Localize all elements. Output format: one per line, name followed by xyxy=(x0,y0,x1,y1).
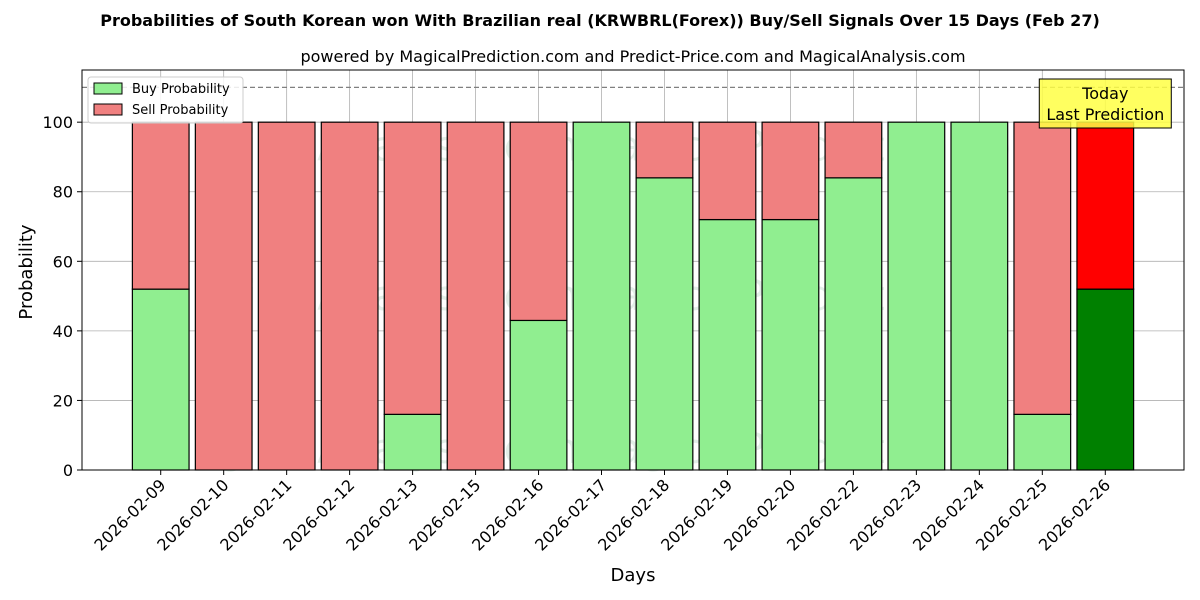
x-axis-label: Days xyxy=(611,565,656,586)
sell-bar xyxy=(1076,121,1135,290)
sell-bar xyxy=(824,121,883,179)
y-tick-label: 20 xyxy=(53,391,73,410)
y-tick-label: 40 xyxy=(53,322,73,341)
buy-bar xyxy=(698,218,757,471)
annotation-line-2: Last Prediction xyxy=(1046,105,1164,124)
sell-bar xyxy=(509,121,568,322)
buy-bar xyxy=(131,288,190,471)
buy-bar xyxy=(383,413,442,471)
chart-subtitle: powered by MagicalPrediction.com and Pre… xyxy=(300,47,965,66)
buy-bar xyxy=(824,177,883,471)
buy-bar xyxy=(950,121,1009,471)
buy-bar xyxy=(761,218,820,471)
sell-bar xyxy=(446,121,505,471)
sell-bar xyxy=(635,121,694,179)
sell-bar xyxy=(1013,121,1072,415)
legend-label: Buy Probability xyxy=(132,82,230,97)
plot-frame xyxy=(81,69,1185,471)
today-annotation: Today Last Prediction xyxy=(1038,78,1172,129)
y-tick-label: 60 xyxy=(53,252,73,271)
buy-bar xyxy=(887,121,946,471)
annotation-box xyxy=(1038,78,1172,129)
legend-label: Sell Probability xyxy=(132,103,229,118)
y-axis-label: Probability xyxy=(16,224,37,319)
annotation-line-1: Today xyxy=(1081,84,1128,103)
buy-bar xyxy=(509,319,568,471)
sell-bar xyxy=(761,121,820,221)
buy-bar xyxy=(572,121,631,471)
y-tick-label: 100 xyxy=(42,113,73,132)
legend-swatch xyxy=(93,103,123,116)
sell-bar xyxy=(257,121,316,471)
sell-bar xyxy=(383,121,442,415)
buy-bar xyxy=(1076,288,1135,471)
legend-swatch xyxy=(93,82,123,95)
y-tick-label: 0 xyxy=(63,461,73,480)
sell-bar xyxy=(698,121,757,221)
y-tick-label: 80 xyxy=(53,183,73,202)
sell-bar xyxy=(320,121,379,471)
chart-title: Probabilities of South Korean won With B… xyxy=(100,11,1100,30)
bars-layer xyxy=(131,121,1135,471)
legend: Buy Probability Sell Probability xyxy=(87,76,244,124)
buy-bar xyxy=(635,177,694,471)
legend-box xyxy=(87,76,244,124)
sell-bar xyxy=(194,121,253,471)
buy-bar xyxy=(1013,413,1072,471)
sell-bar xyxy=(131,121,190,290)
